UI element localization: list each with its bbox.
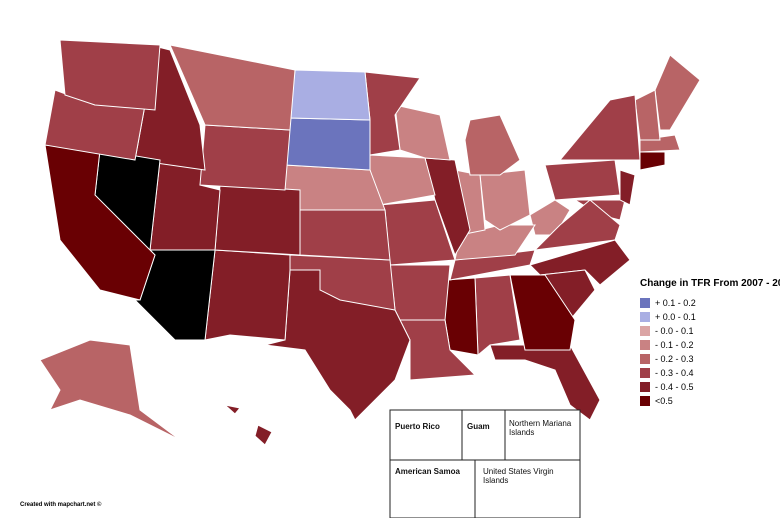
region (199, 124, 291, 191)
legend-label: + 0.0 - 0.1 (655, 312, 696, 322)
legend-label: - 0.1 - 0.2 (655, 340, 694, 350)
region (634, 89, 661, 141)
region (214, 184, 301, 256)
region (204, 249, 291, 341)
legend-label: - 0.4 - 0.5 (655, 382, 694, 392)
legend-label: - 0.0 - 0.1 (655, 326, 694, 336)
legend-swatch (640, 298, 650, 308)
inset-label: United States Virgin Islands (483, 467, 554, 485)
region (544, 159, 621, 201)
legend-swatch (640, 312, 650, 322)
inset-label: Guam (467, 422, 490, 431)
region (464, 114, 521, 176)
inset-label: Puerto Rico (395, 422, 440, 431)
region (489, 344, 601, 421)
region (479, 169, 531, 231)
legend-swatch (640, 382, 650, 392)
legend-label: <0.5 (655, 396, 673, 406)
region (223, 404, 241, 415)
legend-title: Change in TFR From 2007 - 2015 (640, 278, 780, 289)
region (509, 274, 576, 351)
region (289, 69, 371, 121)
region (444, 277, 479, 356)
legend-swatch (640, 368, 650, 378)
legend-label: - 0.2 - 0.3 (655, 354, 694, 364)
region (299, 209, 391, 261)
region (639, 151, 666, 171)
legend-swatch (640, 326, 650, 336)
region (394, 104, 451, 161)
region (533, 199, 621, 251)
legend-swatch (640, 340, 650, 350)
region (454, 224, 536, 261)
region (59, 39, 161, 111)
region (284, 117, 371, 171)
region (289, 254, 396, 311)
inset-label: American Samoa (395, 467, 460, 476)
inset-frame (389, 409, 581, 518)
inset-label: Northern Mariana Islands (509, 419, 572, 437)
legend-label: - 0.3 - 0.4 (655, 368, 694, 378)
legend-label: + 0.1 - 0.2 (655, 298, 696, 308)
legend-swatch (640, 396, 650, 406)
region (654, 54, 701, 131)
region (44, 144, 156, 301)
credit: Created with mapchart.net © (20, 501, 102, 508)
legend-swatch (640, 354, 650, 364)
region (619, 169, 636, 206)
region (169, 44, 296, 131)
region (558, 94, 641, 161)
region (39, 339, 181, 441)
region (389, 264, 451, 321)
region (254, 424, 273, 446)
